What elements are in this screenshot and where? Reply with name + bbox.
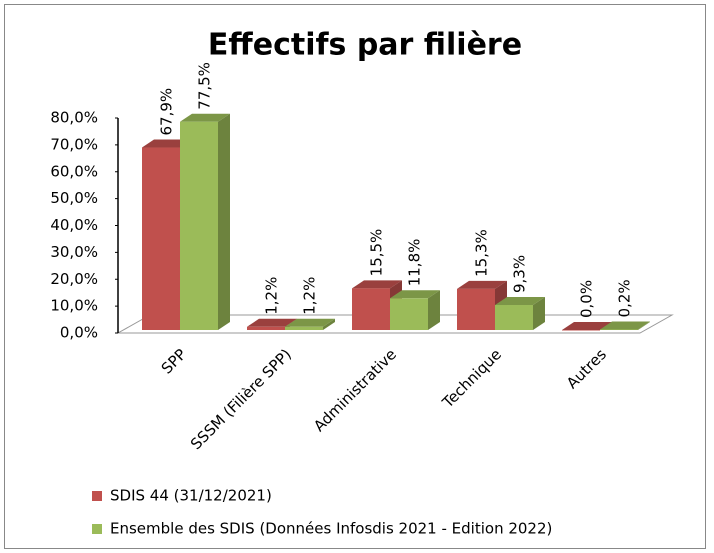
bar-top <box>600 321 650 330</box>
bar <box>562 330 600 331</box>
chart-title: Effectifs par filière <box>208 28 522 63</box>
bar <box>352 288 390 330</box>
y-tick-label: 70,0% <box>50 135 98 153</box>
legend-label: Ensemble des SDIS (Données Infosdis 2021… <box>110 520 552 538</box>
bar-top <box>495 297 545 306</box>
bar-top <box>285 318 335 327</box>
value-label: 0,2% <box>616 279 634 317</box>
value-label: 67,9% <box>158 88 176 136</box>
y-tick-label: 40,0% <box>50 216 98 234</box>
bar-side <box>428 290 440 330</box>
bar-top <box>562 322 612 330</box>
bar-side <box>218 113 230 330</box>
value-label: 1,2% <box>301 277 319 315</box>
chart-border <box>4 4 706 549</box>
y-tick-label: 20,0% <box>50 270 98 288</box>
y-tick-label: 10,0% <box>50 297 98 315</box>
y-tick-label: 0,0% <box>60 324 98 342</box>
legend-label: SDIS 44 (31/12/2021) <box>110 487 272 505</box>
bar-top <box>142 139 192 148</box>
bar <box>600 329 638 330</box>
bar-top <box>457 280 507 289</box>
bar <box>457 288 495 330</box>
value-label: 0,0% <box>578 280 596 318</box>
y-tick-label: 60,0% <box>50 162 98 180</box>
value-label: 9,3% <box>511 255 529 293</box>
y-tick-label: 50,0% <box>50 189 98 207</box>
y-tick-label: 30,0% <box>50 243 98 261</box>
bar <box>495 305 533 330</box>
value-label: 77,5% <box>196 62 214 110</box>
bar <box>390 298 428 330</box>
bar <box>142 147 180 330</box>
bar-top <box>352 280 402 289</box>
legend-swatch <box>92 524 102 534</box>
bar-side <box>638 321 650 330</box>
bar-top <box>247 318 297 327</box>
bar-side <box>323 318 335 330</box>
value-label: 15,3% <box>473 229 491 277</box>
y-tick-label: 80,0% <box>50 109 98 127</box>
value-label: 15,5% <box>368 229 386 277</box>
value-label: 11,8% <box>406 239 424 287</box>
value-label: 1,2% <box>263 277 281 315</box>
bar-top <box>390 290 440 299</box>
bar <box>180 121 218 330</box>
bar <box>285 326 323 330</box>
bar <box>247 326 285 330</box>
legend-swatch <box>92 491 102 501</box>
bar-top <box>180 113 230 122</box>
bar-side <box>533 297 545 330</box>
